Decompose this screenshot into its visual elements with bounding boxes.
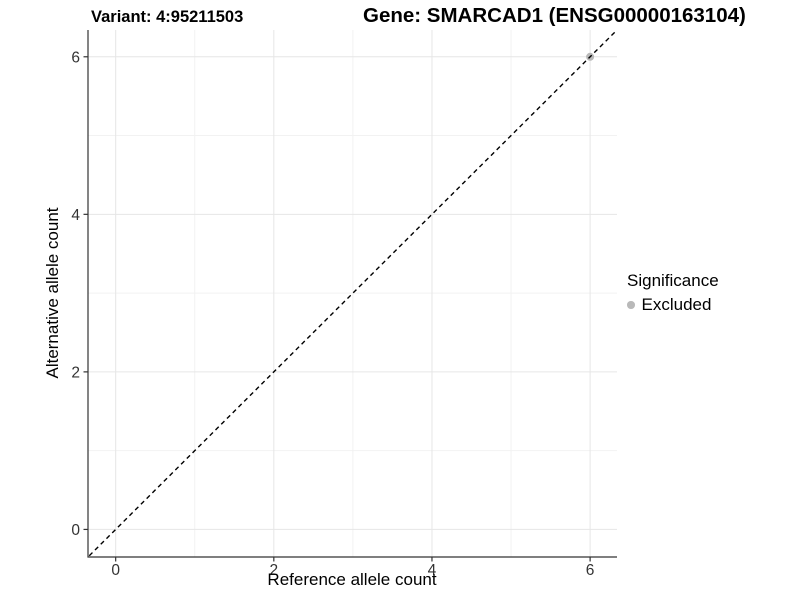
legend-item-excluded: Excluded xyxy=(627,295,719,315)
y-tick-label: 6 xyxy=(71,49,80,66)
legend-title: Significance xyxy=(627,271,719,290)
y-tick-label: 2 xyxy=(71,364,80,381)
x-axis-label: Reference allele count xyxy=(267,570,437,589)
variant-title: Variant: 4:95211503 xyxy=(91,8,244,26)
legend: Significance Excluded xyxy=(627,271,719,315)
y-tick-label: 4 xyxy=(71,207,80,224)
y-axis-label: Alternative allele count xyxy=(43,207,62,379)
x-tick-label: 2 xyxy=(270,562,279,579)
legend-item-label: Excluded xyxy=(641,295,712,314)
y-tick-label: 0 xyxy=(71,522,80,539)
x-tick-label: 6 xyxy=(586,562,595,579)
legend-point-icon xyxy=(627,301,635,309)
axis-lines xyxy=(87,30,617,558)
x-tick-label: 4 xyxy=(428,562,437,579)
gene-title: Gene: SMARCAD1 (ENSG00000163104) xyxy=(363,4,746,27)
x-tick-label: 0 xyxy=(111,562,120,579)
